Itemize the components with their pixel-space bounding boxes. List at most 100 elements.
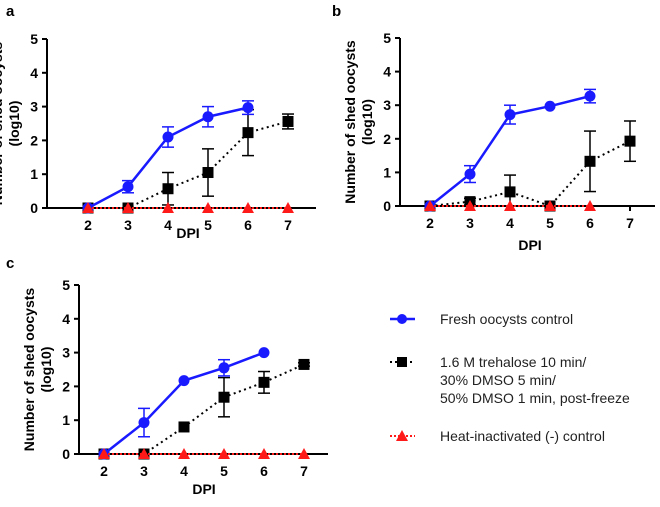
- data-point: [242, 202, 254, 213]
- x-tick-label: 6: [586, 215, 594, 231]
- y-tick-label: 0: [30, 200, 38, 216]
- panel-c: c 0 1 2 3 4 5 2 3 4 5 6 7 DPI Number of shed oocysts (l…: [6, 255, 328, 497]
- y-tick-label: 5: [30, 31, 38, 47]
- legend-treat-label-1: 1.6 M trehalose 10 min/: [440, 354, 586, 370]
- data-point: [258, 376, 270, 388]
- data-point: [162, 202, 174, 213]
- data-point: [298, 448, 310, 459]
- x-tick-label: 6: [244, 217, 252, 233]
- data-point: [504, 200, 516, 211]
- x-tick-label: 5: [546, 215, 554, 231]
- x-axis-label: DPI: [176, 225, 199, 241]
- y-tick-label: 5: [62, 277, 70, 293]
- data-point: [242, 127, 254, 139]
- data-point: [298, 358, 310, 370]
- data-point: [282, 115, 294, 127]
- legend-treat-marker: [397, 357, 407, 367]
- data-point: [202, 167, 214, 179]
- y-axis-label-unit: (log10): [38, 347, 54, 393]
- series-line: [103, 351, 265, 455]
- x-tick-label: 7: [300, 463, 308, 479]
- legend-treat-label-2: 30% DMSO 5 min/: [440, 372, 556, 388]
- y-tick-label: 0: [62, 446, 70, 462]
- panel-b: b 0 1 2 3 4 5 2 3 4 5 6 7 DPI Number of shed oocysts (l…: [332, 3, 655, 253]
- data-point: [282, 202, 294, 213]
- x-tick-label: 4: [180, 463, 188, 479]
- data-point: [258, 448, 270, 459]
- x-tick-label: 2: [84, 217, 92, 233]
- y-tick-label: 5: [383, 30, 391, 46]
- data-point: [242, 102, 254, 114]
- series-fresh: [82, 100, 254, 214]
- panel-letter: a: [6, 3, 15, 20]
- series-treat: [424, 120, 636, 212]
- data-point: [218, 448, 230, 459]
- x-tick-label: 7: [626, 215, 634, 231]
- y-tick-label: 2: [30, 132, 38, 148]
- data-point: [544, 100, 556, 112]
- y-axis-label-unit: (log10): [6, 101, 22, 147]
- data-point: [178, 421, 190, 433]
- y-tick-label: 1: [383, 164, 391, 180]
- series-line: [88, 120, 289, 209]
- legend-treat-label-3: 50% DMSO 1 min, post-freeze: [440, 390, 630, 406]
- x-tick-label: 3: [466, 215, 474, 231]
- data-point: [584, 200, 596, 211]
- data-point: [202, 202, 214, 213]
- data-point: [624, 135, 636, 147]
- data-point: [178, 448, 190, 459]
- data-point: [544, 200, 556, 211]
- x-tick-label: 5: [204, 217, 212, 233]
- panel-letter: b: [332, 3, 341, 20]
- x-axis-label: DPI: [192, 481, 215, 497]
- panel-letter: c: [6, 255, 14, 272]
- x-tick-label: 2: [426, 215, 434, 231]
- y-axis-label-unit: (log10): [359, 99, 375, 145]
- y-axis-label: Number of shed oocysts: [0, 42, 5, 206]
- data-point: [584, 155, 596, 167]
- panel-a: a 0 1 2 3 4 5 2 3 4 5 6 7 DPI Number of shed oocysts(l…: [0, 3, 316, 241]
- data-point: [162, 183, 174, 195]
- y-tick-label: 4: [383, 64, 391, 80]
- y-tick-label: 1: [30, 166, 38, 182]
- y-tick-label: 3: [62, 345, 70, 361]
- y-tick-label: 4: [30, 65, 38, 81]
- data-point: [98, 448, 110, 459]
- x-tick-label: 5: [220, 463, 228, 479]
- data-point: [424, 200, 436, 211]
- legend-heat-label: Heat-inactivated (-) control: [440, 428, 605, 444]
- y-tick-label: 2: [62, 378, 70, 394]
- data-point: [162, 131, 174, 143]
- x-tick-label: 4: [164, 217, 172, 233]
- data-point: [202, 111, 214, 123]
- series-line: [429, 140, 631, 208]
- y-tick-label: 3: [30, 99, 38, 115]
- data-point: [464, 200, 476, 211]
- y-tick-label: 4: [62, 311, 70, 327]
- data-point: [504, 186, 516, 198]
- data-point: [138, 448, 150, 459]
- data-point: [258, 347, 270, 359]
- y-tick-label: 3: [383, 97, 391, 113]
- y-tick-label: 1: [62, 412, 70, 428]
- data-point: [504, 109, 516, 121]
- data-point: [138, 417, 150, 429]
- y-axis-label: Number of shed oocysts: [342, 40, 358, 204]
- y-axis-label: Number of shed oocysts: [21, 288, 37, 452]
- x-tick-label: 3: [124, 217, 132, 233]
- series-fresh: [98, 347, 270, 460]
- series-line: [104, 363, 305, 455]
- series-treat: [82, 108, 294, 214]
- data-point: [82, 202, 94, 213]
- data-point: [122, 202, 134, 213]
- series-heat: [98, 448, 310, 459]
- y-tick-label: 2: [383, 131, 391, 147]
- x-tick-label: 2: [100, 463, 108, 479]
- data-point: [218, 362, 230, 374]
- legend: Fresh oocysts control 1.6 M trehalose 10…: [390, 311, 630, 444]
- x-axis-label: DPI: [518, 237, 541, 253]
- x-tick-label: 6: [260, 463, 268, 479]
- data-point: [122, 181, 134, 193]
- x-tick-label: 7: [284, 217, 292, 233]
